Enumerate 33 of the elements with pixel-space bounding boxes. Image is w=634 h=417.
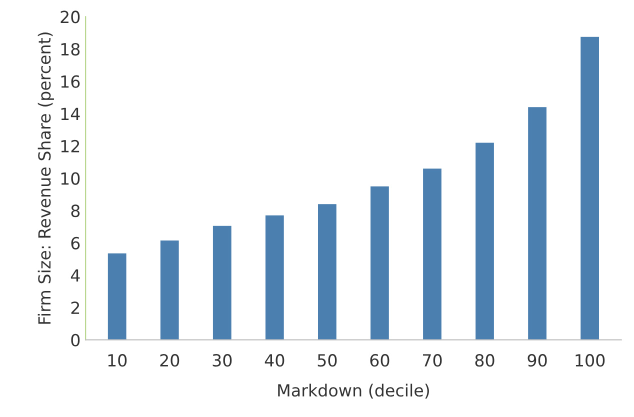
y-tick-label: 0	[71, 334, 80, 346]
bar	[370, 186, 389, 340]
x-tick-label: 90	[528, 354, 547, 367]
y-tick-label: 6	[71, 236, 80, 250]
y-tick-label: 8	[71, 204, 80, 218]
bar	[476, 142, 494, 340]
y-tick-label: 2	[71, 302, 80, 314]
x-tick-label: 30	[212, 354, 232, 367]
x-tick-label: 100	[576, 354, 605, 367]
bar	[318, 204, 336, 340]
bar	[528, 107, 546, 340]
x-tick-label: 20	[160, 354, 180, 367]
y-tick-label: 16	[61, 75, 80, 88]
bar	[580, 36, 599, 340]
y-tick-label: 18	[61, 42, 80, 56]
bar	[265, 215, 284, 340]
x-tick-label: 10	[108, 354, 127, 367]
y-tick-label: 10	[61, 172, 80, 185]
x-axis-title: Markdown (decile)	[278, 384, 429, 399]
x-tick-label: 70	[423, 354, 442, 367]
x-tick-label: 50	[318, 354, 337, 367]
bar	[160, 240, 179, 340]
x-tick-label: 40	[264, 354, 284, 367]
bar	[108, 253, 126, 340]
y-tick-label: 14	[61, 108, 80, 120]
y-tick-label: 20	[60, 10, 80, 24]
bar	[212, 226, 232, 340]
y-tick-label: 12	[61, 140, 80, 152]
x-tick-label: 80	[475, 354, 494, 367]
bar	[423, 168, 442, 340]
x-tick-label: 60	[370, 354, 390, 367]
y-tick-label: 4	[70, 269, 80, 282]
y-axis-title: Firm Size: Revenue Share (percent)	[38, 32, 54, 324]
